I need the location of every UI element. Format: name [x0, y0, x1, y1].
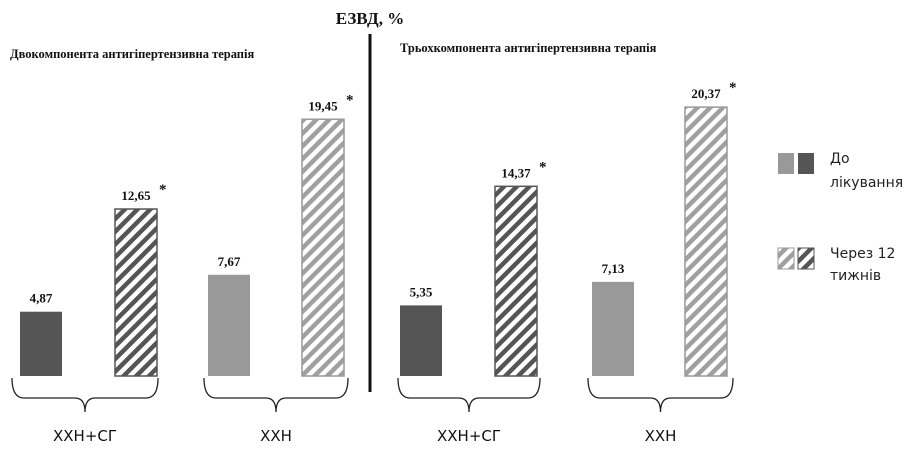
bar-value-label: 7,67: [218, 254, 241, 269]
group-label: ХХН: [645, 427, 677, 445]
group-brace: [587, 377, 734, 413]
bar-value-label: 7,13: [602, 261, 625, 276]
bar-value-label: 4,87: [30, 291, 53, 306]
group-brace: [203, 377, 349, 413]
bar-before-treatment: [208, 274, 250, 376]
legend-swatch-light: [778, 153, 794, 174]
legend-label: Через 12: [830, 246, 895, 262]
significance-star: *: [729, 80, 737, 96]
bar-after-12-weeks: [684, 106, 728, 377]
legend-swatch-dark: [798, 153, 814, 174]
panel-title: Трьохкомпонента антигіпертензивна терапі…: [400, 41, 657, 55]
legend-swatch-dark-hatched: [797, 247, 815, 270]
group-brace: [397, 377, 541, 413]
significance-star: *: [159, 182, 167, 198]
bar-before-treatment: [592, 281, 634, 376]
legend-label: тижнів: [830, 268, 881, 284]
bar-value-label: 5,35: [410, 284, 433, 299]
bar-value-label: 14,37: [501, 165, 531, 180]
significance-star: *: [346, 92, 354, 108]
group-label: ХХН: [260, 427, 292, 445]
legend-item: Через 12 тижнів: [777, 246, 895, 284]
legend-label: лікування: [830, 175, 903, 191]
panel-title: Двокомпонента антигіпертензивна терапія: [10, 47, 254, 61]
legend-item: До лікування: [778, 151, 903, 191]
chart-panel: Трьохкомпонента антигіпертензивна терапі…: [397, 41, 737, 445]
bar-before-treatment: [400, 305, 442, 376]
legend-label: До: [830, 151, 850, 167]
bar-before-treatment: [20, 311, 62, 376]
group-label: ХХН+СГ: [437, 427, 501, 445]
group-brace: [11, 377, 159, 413]
bar-after-12-weeks: [494, 185, 538, 377]
bar-value-label: 19,45: [308, 98, 338, 113]
chart-panel: Двокомпонента антигіпертензивна терапія 4…: [10, 47, 354, 445]
chart-title: ЕЗВД, %: [336, 9, 404, 28]
bar-after-12-weeks: [301, 118, 345, 377]
group-label: ХХН+СГ: [53, 427, 117, 445]
legend-swatch-light-hatched: [777, 247, 795, 270]
bar-value-label: 20,37: [691, 86, 721, 101]
bar-value-label: 12,65: [121, 188, 151, 203]
bar-after-12-weeks: [114, 208, 158, 377]
significance-star: *: [539, 159, 547, 175]
